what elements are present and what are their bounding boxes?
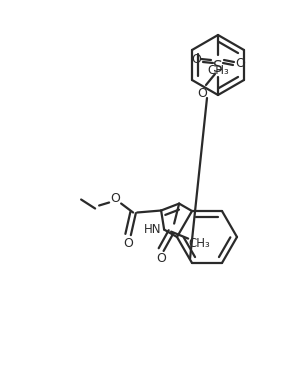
Text: O: O [123,237,133,250]
Text: S: S [213,60,223,75]
Text: O: O [110,192,120,205]
Text: CH₃: CH₃ [188,237,210,250]
Text: O: O [197,87,207,99]
Text: HN: HN [143,223,161,236]
Text: O: O [235,57,245,70]
Text: O: O [156,252,166,265]
Text: CH₃: CH₃ [207,64,229,77]
Text: O: O [191,52,201,65]
